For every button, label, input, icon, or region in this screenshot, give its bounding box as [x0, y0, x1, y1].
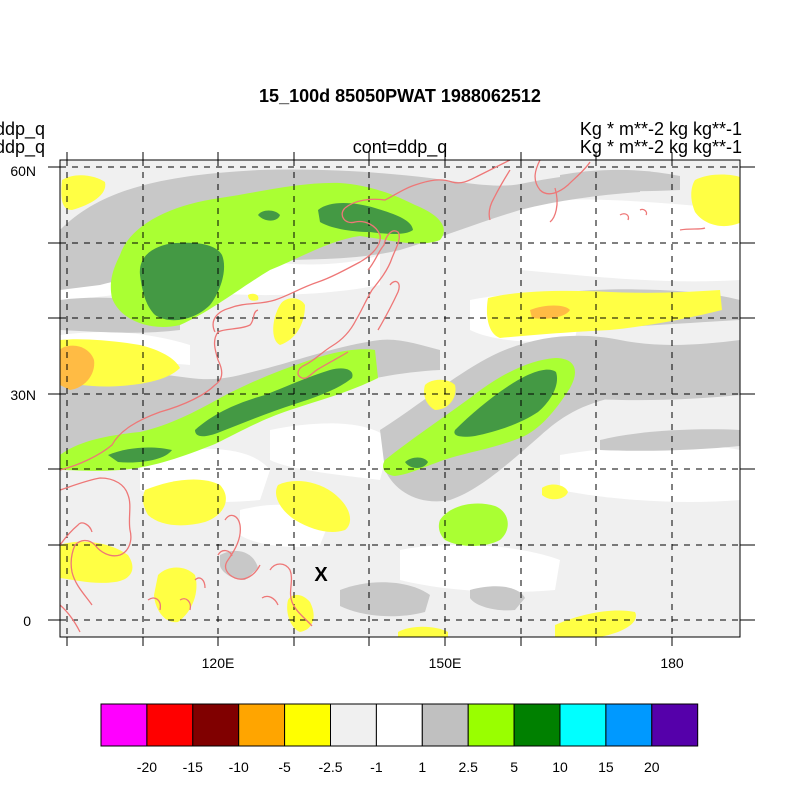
- colorbar-box: [513, 703, 561, 747]
- location-marker-x: X: [314, 564, 328, 586]
- colorbar-box: [100, 703, 148, 747]
- units-label-2: Kg * m**-2 kg kg**-1: [580, 137, 742, 157]
- colorbar-box: [559, 703, 607, 747]
- colorbar-label: -20: [137, 759, 157, 775]
- colorbar-box: [146, 703, 194, 747]
- center-label: cont=ddp_q: [353, 137, 448, 158]
- colorbar-label: 10: [552, 759, 568, 775]
- colorbar-label: 2.5: [458, 759, 478, 775]
- lat-label-0: 0: [23, 613, 31, 629]
- figure-title: 15_100d 85050PWAT 1988062512: [259, 86, 541, 106]
- colorbar-label: -15: [183, 759, 203, 775]
- colorbar-labels: -20 -15 -10 -5 -2.5 -1 1 2.5 5 10 15 20: [137, 759, 660, 775]
- lon-label-180: 180: [660, 655, 684, 671]
- graticule: [60, 160, 740, 637]
- lon-label-120e: 120E: [202, 655, 235, 671]
- colorbar-label: -2.5: [318, 759, 342, 775]
- colorbar-box: [375, 703, 423, 747]
- colorbar-label: 1: [418, 759, 426, 775]
- colorbar: [100, 703, 699, 747]
- colorbar-box: [605, 703, 653, 747]
- lon-label-150e: 150E: [429, 655, 462, 671]
- colorbar-box: [651, 703, 699, 747]
- colorbar-label: 5: [510, 759, 518, 775]
- anomaly-field: [60, 160, 740, 637]
- colorbar-label: 20: [644, 759, 660, 775]
- colorbar-label: -10: [229, 759, 249, 775]
- colorbar-box: [467, 703, 515, 747]
- lat-label-60n: 60N: [10, 163, 36, 179]
- colorbar-box: [421, 703, 469, 747]
- colorbar-box: [238, 703, 286, 747]
- plot-frame: [59, 159, 741, 638]
- colorbar-box: [284, 703, 332, 747]
- colorbar-box: [330, 703, 377, 747]
- lat-label-30n: 30N: [10, 387, 36, 403]
- colorbar-label: -5: [278, 759, 291, 775]
- left-label-1: ddp_q: [0, 119, 45, 140]
- units-label-1: Kg * m**-2 kg kg**-1: [580, 119, 742, 139]
- left-label-2: ddp_q: [0, 137, 45, 158]
- colorbar-label: -1: [370, 759, 383, 775]
- colorbar-label: 15: [598, 759, 614, 775]
- coastlines: [60, 160, 706, 633]
- axis-ticks: [48, 152, 755, 646]
- colorbar-box: [192, 703, 240, 747]
